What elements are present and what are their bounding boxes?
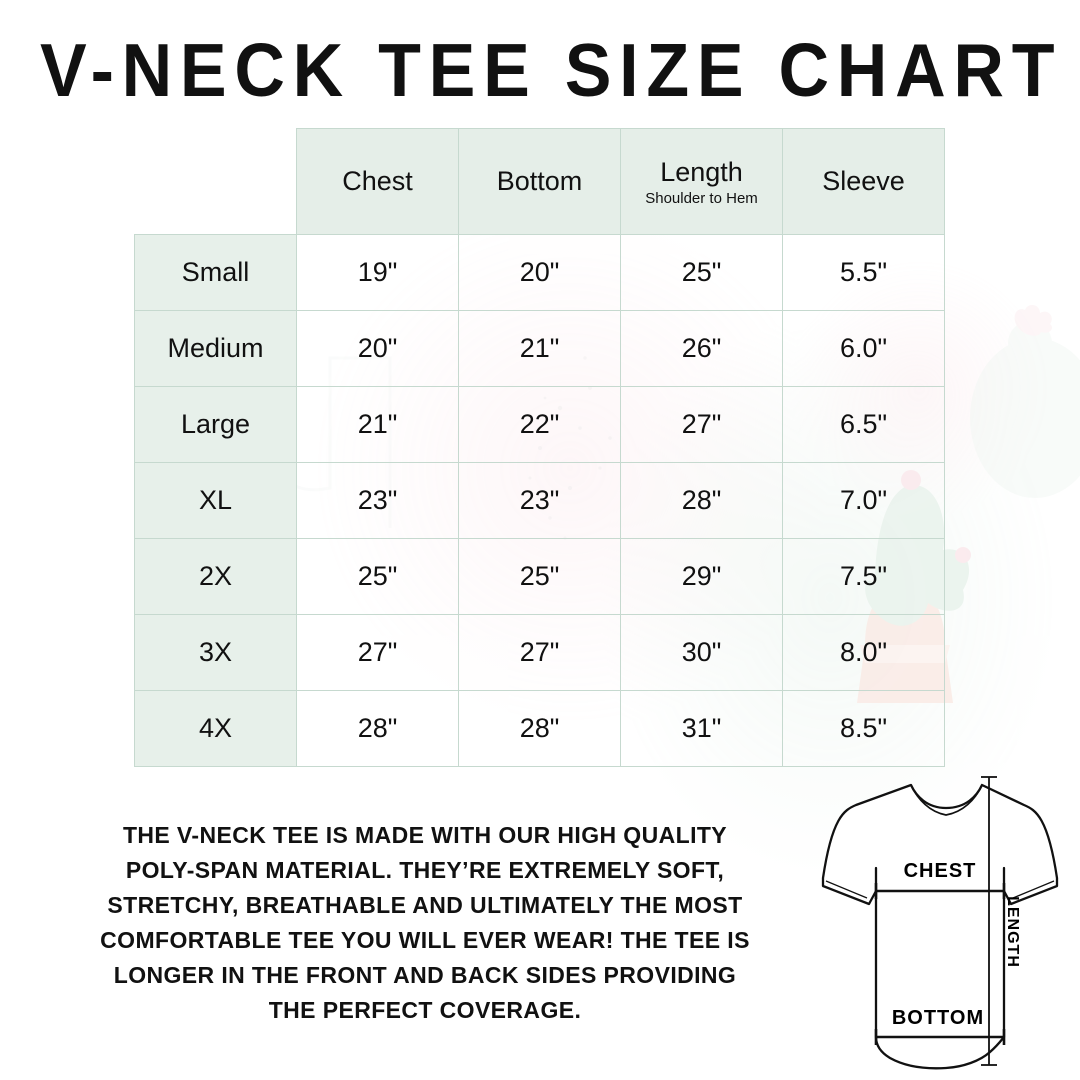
svg-text:CHEST: CHEST: [904, 860, 977, 882]
svg-text:LENGTH: LENGTH: [1004, 896, 1021, 968]
svg-text:BOTTOM: BOTTOM: [892, 1007, 984, 1029]
